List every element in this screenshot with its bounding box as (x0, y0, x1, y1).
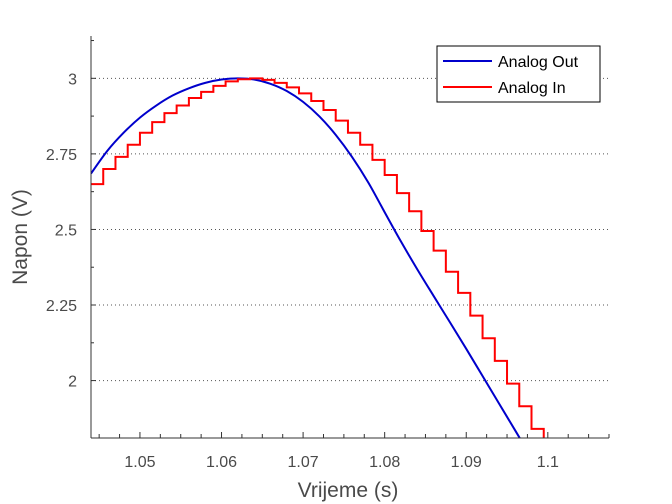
y-tick-label: 2.25 (46, 298, 77, 315)
series-layer (91, 77, 545, 438)
x-tick-label: 1.05 (124, 454, 155, 471)
x-tick-label: 1.06 (206, 454, 237, 471)
x-ticks: 1.05 1.06 1.07 1.08 1.09 1.1 (98, 432, 610, 471)
x-tick-label: 1.09 (451, 454, 482, 471)
x-tick-label: 1.08 (369, 454, 400, 471)
series-line-analog-in (91, 77, 545, 438)
x-tick-label: 1.1 (537, 454, 559, 471)
y-tick-label: 3 (68, 71, 77, 88)
y-tick-label: 2.5 (55, 222, 77, 239)
x-axis-label: Vrijeme (s) (298, 479, 399, 502)
series-line-analog-out (91, 77, 521, 438)
y-tick-label: 2 (68, 374, 77, 391)
legend-label-analog-out: Analog Out (498, 54, 579, 71)
y-axis-label: Napon (V) (9, 189, 32, 285)
legend-label-analog-in: Analog In (498, 80, 566, 97)
x-tick-label: 1.07 (288, 454, 319, 471)
legend-box (436, 45, 601, 103)
legend: Analog Out Analog In (436, 45, 601, 103)
y-ticks: 2 2.25 2.5 2.75 3 (46, 40, 96, 391)
plot-area (91, 36, 609, 438)
y-tick-label: 2.75 (46, 147, 77, 164)
